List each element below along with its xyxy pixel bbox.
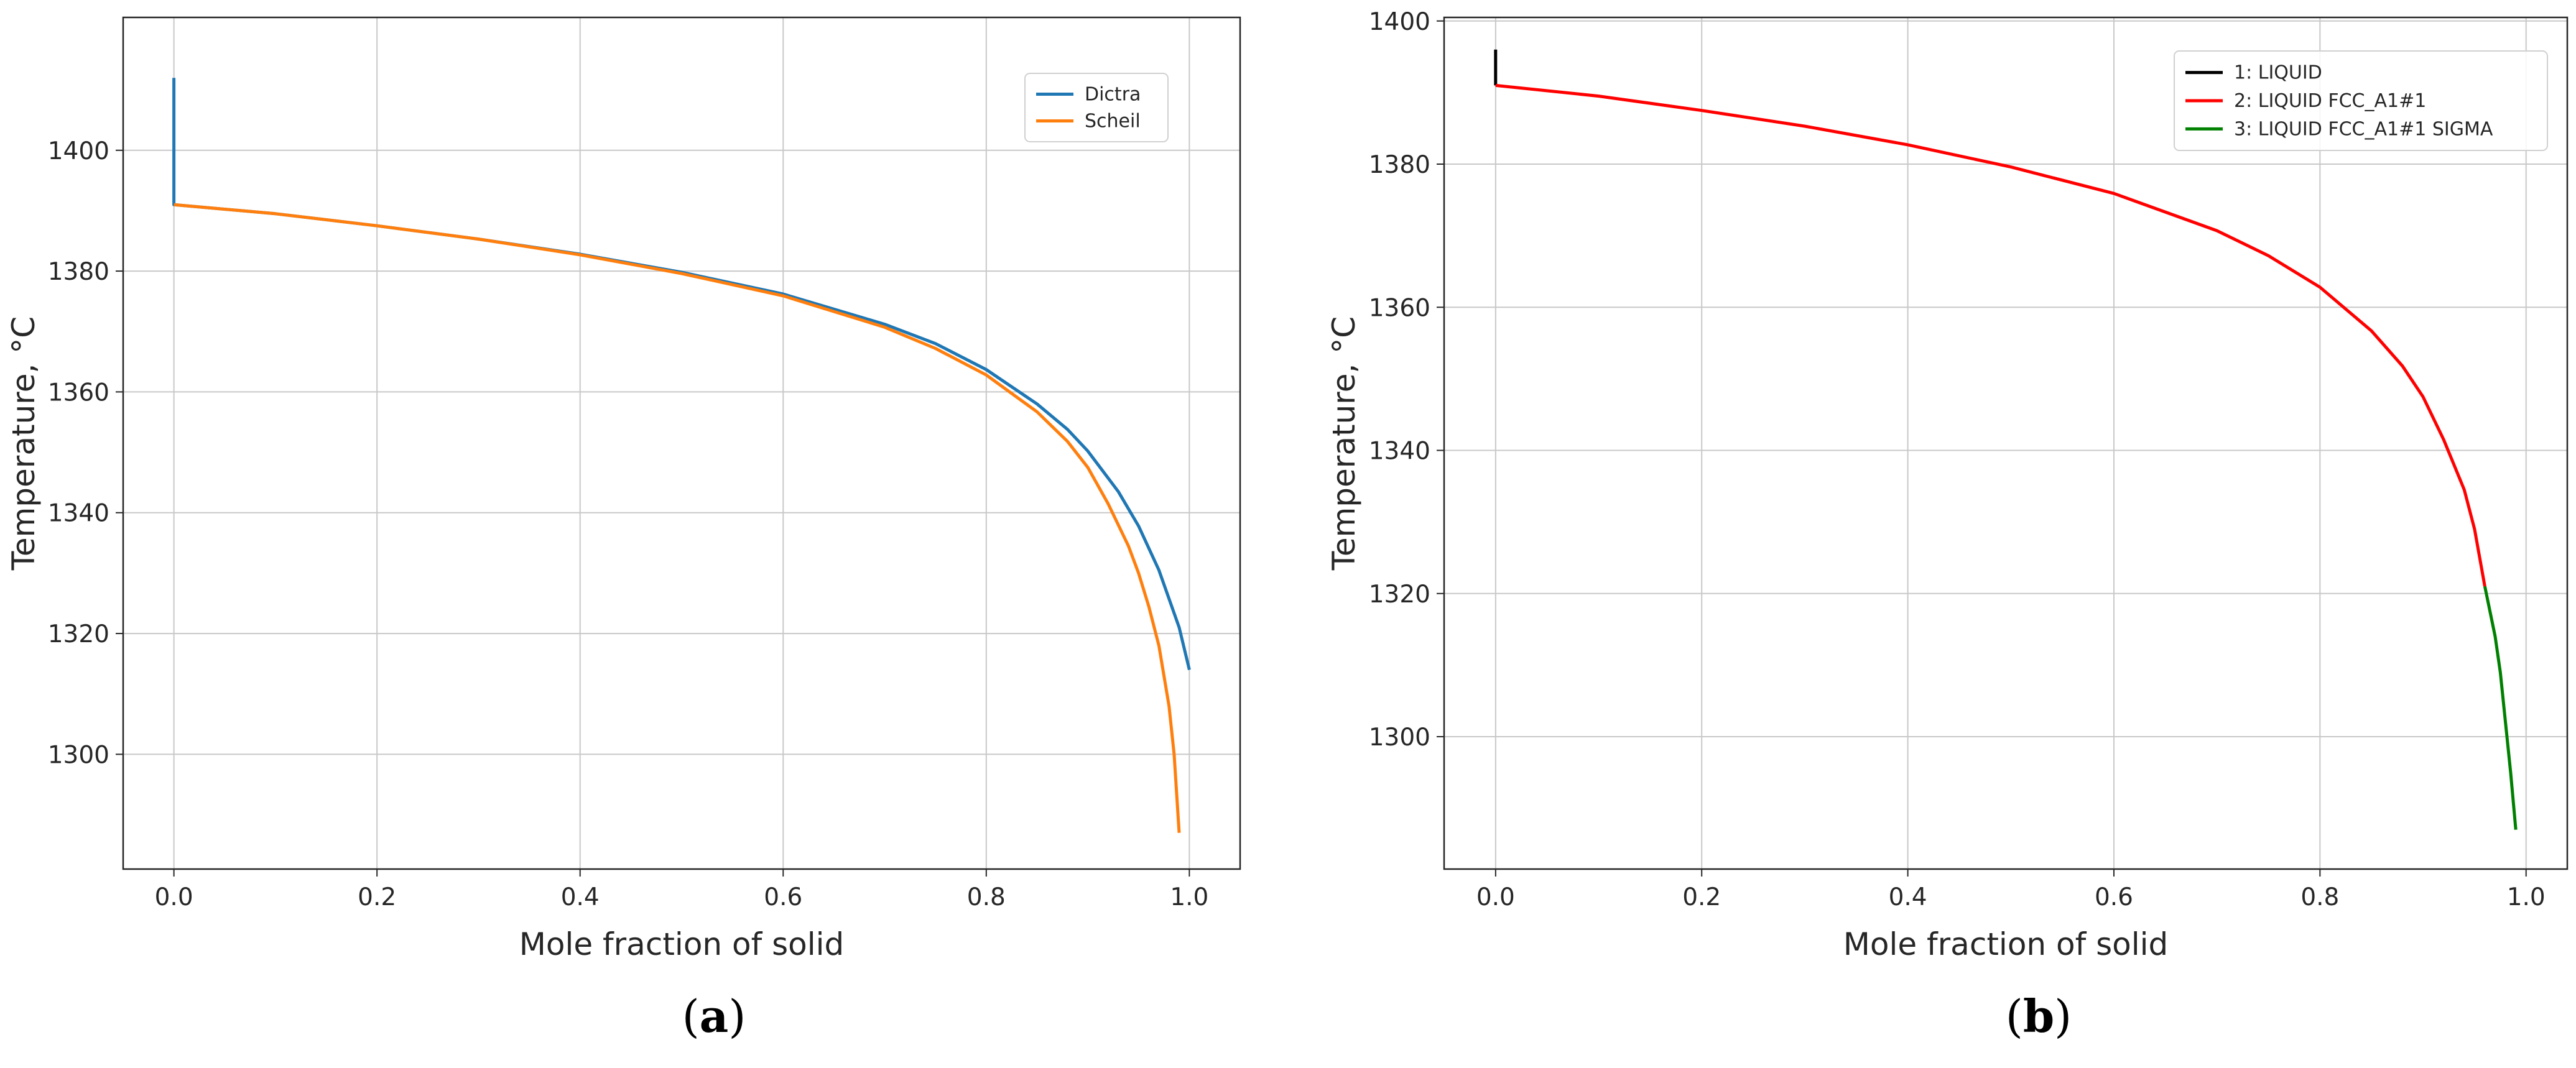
series-line-2 [174,203,1181,833]
plot-frame [1443,16,2569,870]
y-tick-label: 1300 [1369,724,1430,752]
x-axis-label: Mole fraction of solid [1843,926,2169,962]
legend-label-2: 2: LIQUID FCC_A1#1 [2234,90,2426,112]
y-tick-label: 1380 [1369,151,1430,179]
legend-box [2174,50,2548,151]
y-tick-label: 1360 [1369,294,1430,322]
legend-box [1024,73,1169,142]
legend-label-3: 3: LIQUID FCC_A1#1 SIGMA [2234,118,2493,140]
y-tick-label: 1320 [1369,581,1430,609]
y-tick-label: 1340 [1369,438,1430,466]
y-tick-label: 1360 [48,379,109,407]
x-tick-label: 0.4 [1889,883,1927,911]
y-tick-label: 1400 [48,137,109,165]
y-tick-label: 1320 [48,620,109,648]
legend-label-2: Scheil [1085,111,1141,132]
series-line-2 [1495,83,2486,587]
x-tick-label: 0.8 [2300,883,2339,911]
legend: Dictra Scheil [1024,73,1169,142]
chart-panel-b: 0.0 0.2 0.4 0.6 0.8 1.0 1300 1320 1340 1360 1380 14… [1326,8,2569,1043]
panel-caption: (a) [682,990,746,1043]
x-tick-label: 0.8 [967,883,1006,911]
legend-label-1: Dictra [1085,84,1141,106]
y-tick-label: 1400 [1369,8,1430,36]
series-line-1 [172,78,1191,670]
legend: 1: LIQUID 2: LIQUID FCC_A1#1 3: LIQUID FCC… [2174,50,2548,151]
x-tick-label: 0.2 [358,883,396,911]
x-tick-label: 0.4 [561,883,600,911]
y-tick-label: 1380 [48,258,109,286]
y-tick-label: 1340 [48,500,109,528]
x-tick-label: 1.0 [1170,883,1208,911]
x-tick-label: 0.6 [764,883,802,911]
y-tick-label: 1300 [48,741,109,769]
plot-frame [122,16,1241,870]
x-axis-label: Mole fraction of solid [519,926,845,962]
x-tick-label: 0.2 [1682,883,1721,911]
x-tick-label: 0.0 [1476,883,1515,911]
y-axis-label: Temperature, °C [1326,316,1362,571]
chart-panel-a: 0.0 0.2 0.4 0.6 0.8 1.0 1300 1320 1340 1360 1380 14… [6,16,1241,1043]
y-axis-label: Temperature, °C [6,316,42,571]
x-tick-label: 0.6 [2095,883,2133,911]
legend-label-1: 1: LIQUID [2234,62,2322,84]
series-line-3 [2483,586,2518,830]
panel-caption: (b) [2006,990,2072,1043]
x-tick-label: 0.0 [155,883,193,911]
x-tick-label: 1.0 [2507,883,2546,911]
